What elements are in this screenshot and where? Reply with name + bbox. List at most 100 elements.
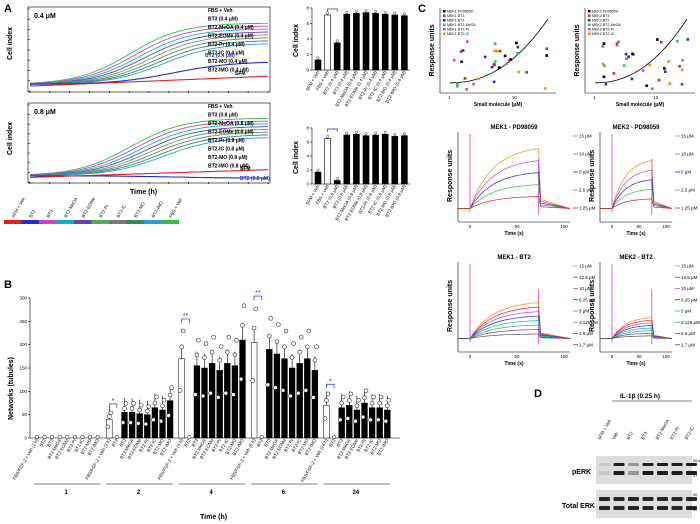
mw-marker: 50 [693, 493, 697, 497]
data-point [314, 344, 319, 349]
concentration-label: 5 μM [579, 170, 589, 175]
scatter-point [681, 58, 684, 62]
sensorgram-trace [600, 332, 673, 339]
data-point [364, 132, 368, 136]
lane-label: SFM + Veh [597, 418, 613, 440]
sensorgram-trace [600, 198, 673, 209]
response-ylabel: Response units [589, 150, 596, 202]
data-point [385, 403, 390, 409]
scatter-point [460, 60, 463, 64]
concentration-label: 6.25 μM [579, 297, 596, 302]
response-ylabel: Response units [589, 280, 596, 332]
data-point [180, 328, 186, 334]
panel-a-bottom-sfm-label: SFM [240, 166, 251, 172]
bar [391, 136, 399, 185]
cell-index-curve [29, 123, 268, 176]
data-point [276, 322, 281, 327]
network-bar-label: BT2-Pr [138, 438, 150, 453]
color-key-swatch [144, 220, 162, 224]
erk-band [642, 506, 654, 510]
color-key-label: BT2-EOMe [81, 196, 97, 218]
scatter-point [686, 38, 690, 41]
erk-band [628, 506, 639, 510]
perk-band [599, 463, 610, 466]
scatter-point [602, 75, 606, 79]
concentration-label: 1.7 μM [579, 342, 593, 347]
erk-band [599, 497, 610, 501]
data-point [386, 397, 392, 403]
log-tick-label: 10 [512, 95, 518, 100]
network-bar [151, 407, 159, 439]
erk-band [613, 497, 625, 501]
network-bar-label: BT2 [111, 438, 120, 448]
data-point [311, 395, 316, 400]
bar [372, 134, 379, 185]
network-bar [376, 407, 383, 439]
data-point [316, 56, 320, 60]
legend-swatch [588, 28, 591, 31]
data-point [65, 434, 70, 440]
legend-entry: MEK1 PD98059 [447, 10, 473, 14]
scatter-point [641, 69, 645, 72]
time-tick-label: 50 [636, 354, 642, 359]
network-bar [159, 409, 166, 439]
y-tick-label: 2 [306, 52, 309, 57]
color-key-swatch [109, 220, 127, 224]
scatter-point [659, 40, 663, 44]
concentration-label: 15 μM [579, 134, 592, 139]
scatter-point [545, 54, 549, 57]
lane-label: BT2-MeOA [655, 419, 671, 441]
legend-entry: BT2-EOMe (0.4 μM) [208, 34, 254, 40]
data-point [374, 131, 377, 135]
data-point [298, 334, 304, 340]
legend-swatch [588, 10, 591, 13]
time-tick-label: 100 [560, 224, 568, 229]
legend-entry: BT2-MeOA (0.4 μM) [208, 25, 254, 31]
sensorgram-trace [458, 160, 571, 209]
legend-swatch [588, 23, 591, 26]
data-point [194, 352, 200, 358]
panel-a-bottom-curves: 0.8 μM Cell index FBS + Veh BT3 (0.8 μM) B… [7, 102, 271, 184]
data-point [251, 325, 257, 331]
data-point [337, 417, 343, 423]
data-point [378, 394, 384, 400]
network-bar-label: BT2 [328, 438, 337, 448]
legend-swatch [588, 32, 591, 35]
data-point [131, 401, 136, 406]
color-key-swatch [56, 220, 74, 224]
network-bar-label: BT2-Pr [355, 438, 367, 453]
data-point [120, 420, 126, 425]
legend-swatch [588, 19, 591, 22]
y-tick-label: 100 [19, 389, 27, 394]
scatter-point [490, 65, 494, 69]
scatter-point [645, 84, 649, 87]
legend-entry: MEK2 BT2 [592, 19, 609, 23]
lane-label: BT3 [640, 430, 649, 440]
sfm-curve [29, 169, 269, 178]
color-key-label: BT2-MO [133, 201, 146, 219]
sensorgram-trace [458, 172, 571, 209]
lane-label: BT2-Pr [669, 425, 681, 440]
perk-band [686, 471, 697, 475]
data-point [114, 434, 119, 440]
bars-ylabel: Cell index [293, 24, 300, 57]
scatter-point [603, 64, 606, 67]
data-point [250, 378, 255, 383]
color-key-label: BT2-Pr [98, 203, 110, 218]
color-key-label: BT3 [46, 208, 55, 218]
legend-swatch [443, 28, 446, 31]
panel-a-bottom-ylabel: Cell index [7, 122, 14, 155]
scatter-point [483, 55, 487, 59]
scatter-point [656, 38, 659, 41]
time-xlabel: Time (s) [626, 231, 645, 237]
perk-band [671, 463, 683, 466]
network-bar [166, 400, 174, 439]
legend-entry: BT2-IMO (0.4 μM) [208, 68, 249, 74]
data-point [50, 434, 55, 440]
concentration-label: 10 μM [579, 152, 592, 157]
sensorgram-trace [600, 169, 673, 209]
color-key-swatch [126, 220, 144, 224]
concentration-label: 2.5 μM [681, 331, 695, 336]
